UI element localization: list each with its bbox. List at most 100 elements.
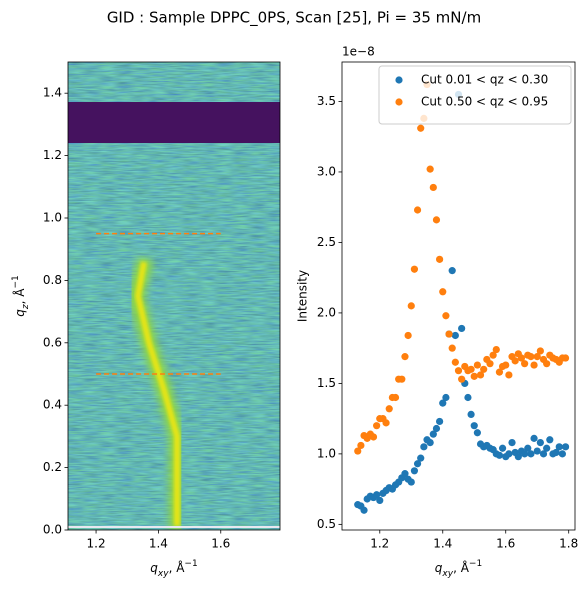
point bbox=[373, 491, 381, 499]
y-tick-label: 1.0 bbox=[317, 446, 336, 460]
point bbox=[413, 460, 422, 468]
point bbox=[357, 441, 365, 450]
point bbox=[480, 365, 488, 373]
point bbox=[505, 371, 513, 379]
point bbox=[470, 372, 478, 380]
x-tick-label: 1.2 bbox=[370, 537, 389, 551]
point bbox=[521, 360, 529, 368]
y-tick-label: 0.5 bbox=[317, 517, 336, 531]
offset-label: 1e−8 bbox=[342, 45, 375, 59]
x-axis-label-part: xy bbox=[157, 569, 169, 579]
y-tick-label: 0.4 bbox=[43, 398, 62, 412]
y-tick-label: 1.5 bbox=[317, 376, 336, 390]
point bbox=[495, 451, 504, 459]
point bbox=[373, 422, 381, 430]
point bbox=[426, 439, 434, 447]
masked-band bbox=[68, 102, 280, 143]
point bbox=[360, 506, 368, 514]
point bbox=[439, 399, 447, 407]
point bbox=[439, 288, 447, 296]
y-tick-label: 2.0 bbox=[317, 305, 336, 319]
legend-marker bbox=[395, 76, 403, 84]
point bbox=[442, 393, 450, 402]
point bbox=[539, 450, 548, 458]
x-tick-label: 1.8 bbox=[559, 537, 578, 551]
axes-frame bbox=[67, 61, 281, 531]
point bbox=[470, 422, 478, 430]
point bbox=[429, 430, 437, 438]
x-axis-label: qxy, Å−1 bbox=[435, 559, 482, 579]
y-axis-label: qz, Å−1 bbox=[11, 275, 31, 316]
y-tick-label: 1.0 bbox=[43, 211, 62, 225]
y-axis-label-part: , Å bbox=[12, 288, 27, 305]
x-axis-label-part: xy bbox=[441, 569, 453, 579]
y-tick-label: 0.8 bbox=[43, 273, 62, 287]
x-axis-label-part: , Å bbox=[453, 560, 470, 575]
point bbox=[385, 405, 393, 413]
y-tick-label: 0.6 bbox=[43, 335, 62, 349]
y-tick-label: 2.5 bbox=[317, 235, 336, 249]
point bbox=[508, 439, 516, 447]
y-tick-label: 1.2 bbox=[43, 148, 62, 162]
point bbox=[401, 353, 409, 361]
point bbox=[448, 267, 456, 275]
point bbox=[536, 347, 544, 355]
x-tick-label: 1.4 bbox=[149, 537, 168, 551]
point bbox=[521, 450, 529, 458]
point bbox=[442, 312, 450, 320]
y-axis-label-part: z bbox=[21, 304, 31, 310]
figure-title: GID : Sample DPPC_0PS, Scan [25], Pi = 3… bbox=[107, 9, 481, 28]
y-axis-label-part: q bbox=[13, 309, 27, 317]
y-tick-label: 3.5 bbox=[317, 94, 336, 108]
point bbox=[382, 419, 390, 427]
heatmap-ridge bbox=[134, 261, 180, 526]
legend-box bbox=[378, 65, 572, 125]
point bbox=[467, 410, 475, 419]
y-axis-label-part: −1 bbox=[11, 275, 21, 288]
point bbox=[426, 165, 434, 173]
x-axis-label-part: q bbox=[150, 561, 158, 575]
point bbox=[401, 470, 409, 478]
point bbox=[514, 453, 522, 461]
x-axis-label-part: , Å bbox=[169, 560, 186, 575]
x-axis-label-part: −1 bbox=[469, 559, 482, 569]
point bbox=[391, 393, 400, 402]
point bbox=[436, 417, 444, 426]
point bbox=[473, 361, 481, 369]
x-tick-label: 1.4 bbox=[433, 537, 452, 551]
point bbox=[407, 302, 415, 310]
point bbox=[458, 324, 466, 333]
point bbox=[558, 450, 567, 458]
point bbox=[495, 368, 504, 376]
legend-label: Cut 0.01 < qz < 0.30 bbox=[421, 73, 548, 87]
axes-frame bbox=[341, 61, 576, 531]
point bbox=[458, 375, 466, 383]
point bbox=[436, 255, 444, 263]
point bbox=[407, 478, 415, 486]
point bbox=[561, 443, 570, 451]
point bbox=[398, 375, 406, 383]
point bbox=[505, 450, 513, 458]
point bbox=[445, 330, 453, 338]
x-axis-label-part: −1 bbox=[184, 559, 197, 569]
point bbox=[420, 443, 428, 451]
point bbox=[527, 353, 535, 361]
y-tick-label: 3.0 bbox=[317, 164, 336, 178]
point bbox=[448, 344, 456, 352]
x-axis-label-part: q bbox=[435, 561, 443, 575]
point bbox=[492, 345, 500, 354]
point bbox=[530, 361, 538, 369]
point bbox=[502, 361, 510, 369]
point bbox=[533, 447, 541, 455]
point bbox=[404, 331, 412, 340]
heatmap bbox=[68, 62, 280, 530]
point bbox=[454, 367, 463, 375]
point bbox=[451, 331, 459, 340]
legend-marker bbox=[395, 98, 403, 106]
x-axis-label: qxy, Å−1 bbox=[150, 559, 197, 579]
point bbox=[555, 443, 563, 451]
point bbox=[517, 354, 526, 362]
y-tick-label: 0.2 bbox=[43, 460, 62, 474]
point bbox=[561, 354, 570, 362]
point bbox=[533, 353, 541, 361]
